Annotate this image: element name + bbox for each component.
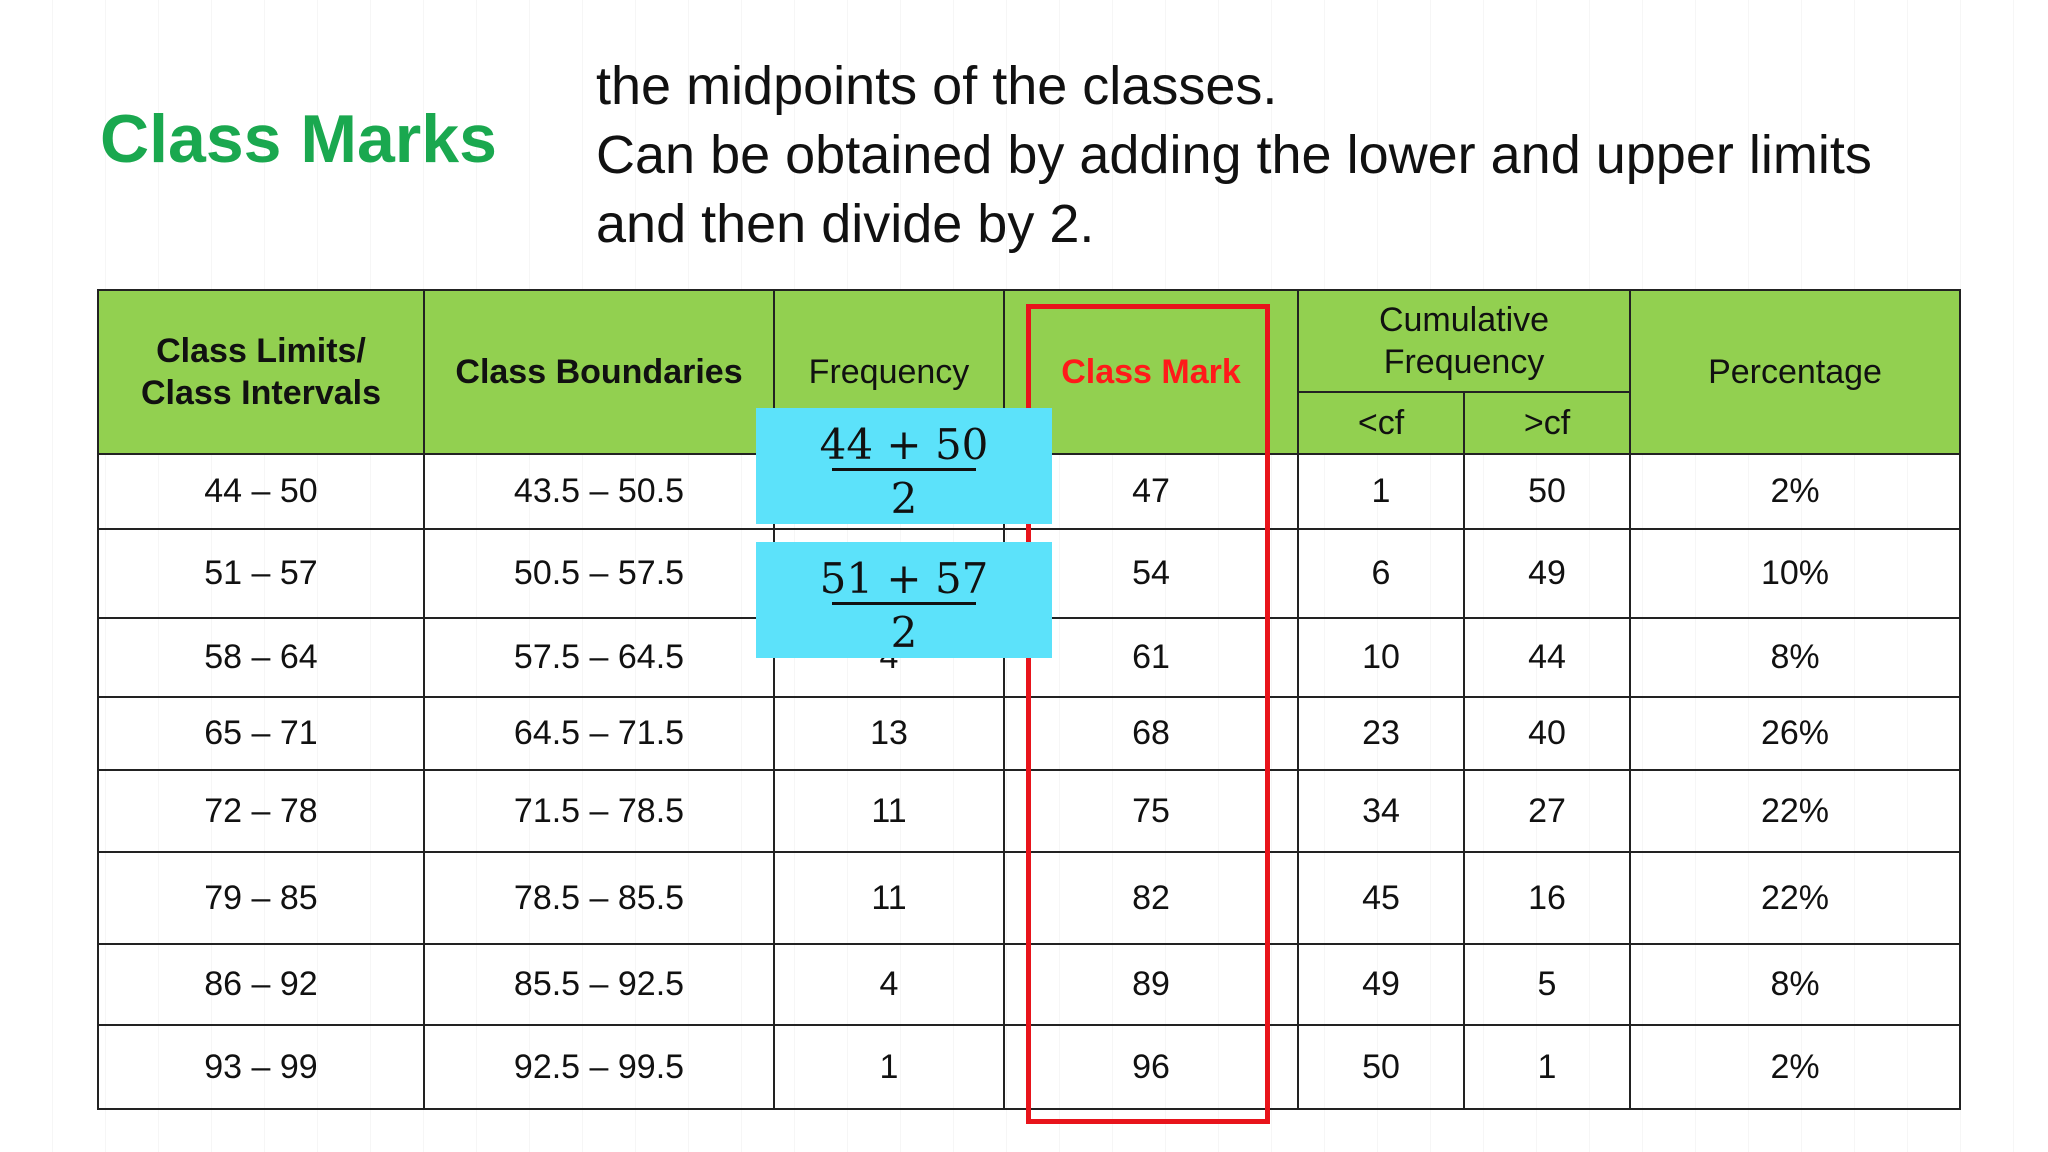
page-title: Class Marks <box>100 101 497 177</box>
cell-class-boundaries: 92.5 – 99.5 <box>423 1024 775 1110</box>
cell-class-boundaries: 64.5 – 71.5 <box>423 696 775 771</box>
cell-greater-cf: 49 <box>1462 528 1632 619</box>
definition-text: the midpoints of the classes. Can be obt… <box>596 52 2016 259</box>
definition-line: the midpoints of the classes. <box>596 56 1278 116</box>
cell-greater-cf: 40 <box>1462 696 1632 771</box>
cell-class-boundaries: 71.5 – 78.5 <box>423 769 775 853</box>
cell-class-boundaries: 43.5 – 50.5 <box>423 453 775 530</box>
cell-class-mark: 82 <box>1003 851 1299 945</box>
fraction-bar <box>832 602 976 605</box>
cell-class-boundaries: 78.5 – 85.5 <box>423 851 775 945</box>
cell-greater-cf: 27 <box>1462 769 1632 853</box>
cell-frequency: 1 <box>773 1024 1005 1110</box>
class-mark-formula-box: 51 + 57 2 <box>756 542 1052 658</box>
cell-percentage: 8% <box>1629 943 1962 1026</box>
cell-class-limits: 51 – 57 <box>97 528 425 619</box>
cell-percentage: 22% <box>1629 851 1962 945</box>
cell-percentage: 2% <box>1629 1024 1962 1110</box>
header-class-mark: Class Mark <box>1003 289 1299 455</box>
header-cumulative-frequency: Cumulative Frequency <box>1296 289 1632 393</box>
cell-less-cf: 23 <box>1297 696 1465 771</box>
table-row: 44 – 50 43.5 – 50.5 1 47 1 50 2% <box>97 453 1962 530</box>
cell-class-boundaries: 50.5 – 57.5 <box>423 528 775 619</box>
cell-class-boundaries: 57.5 – 64.5 <box>423 617 775 698</box>
header-class-boundaries: Class Boundaries <box>423 289 775 455</box>
cell-percentage: 10% <box>1629 528 1962 619</box>
formula-denominator: 2 <box>890 608 918 657</box>
table-row: 72 – 78 71.5 – 78.5 11 75 34 27 22% <box>97 769 1962 853</box>
cell-class-mark: 61 <box>1003 617 1299 698</box>
cell-greater-cf: 44 <box>1462 617 1632 698</box>
cell-frequency: 4 <box>773 943 1005 1026</box>
cell-class-limits: 58 – 64 <box>97 617 425 698</box>
formula-numerator: 51 + 57 <box>819 554 989 603</box>
cell-class-limits: 72 – 78 <box>97 769 425 853</box>
cell-percentage: 22% <box>1629 769 1962 853</box>
definition-line: and then divide by 2. <box>596 194 1095 254</box>
table-row: 65 – 71 64.5 – 71.5 13 68 23 40 26% <box>97 696 1962 771</box>
cell-class-boundaries: 85.5 – 92.5 <box>423 943 775 1026</box>
header-cumulative-line1: Cumulative <box>1378 301 1550 339</box>
class-mark-formula-box: 44 + 50 2 <box>756 408 1052 524</box>
table-row: 93 – 99 92.5 – 99.5 1 96 50 1 2% <box>97 1024 1962 1110</box>
fraction-bar <box>832 468 976 471</box>
formula-numerator: 44 + 50 <box>819 420 989 469</box>
cell-percentage: 2% <box>1629 453 1962 530</box>
cell-class-limits: 65 – 71 <box>97 696 425 771</box>
cell-class-mark: 54 <box>1003 528 1299 619</box>
cell-class-limits: 44 – 50 <box>97 453 425 530</box>
header-greater-cf: >cf <box>1462 391 1632 455</box>
frequency-distribution-table: Class Limits/ Class Intervals Class Boun… <box>97 289 1962 1110</box>
formula-denominator: 2 <box>890 474 918 523</box>
cell-greater-cf: 50 <box>1462 453 1632 530</box>
cell-less-cf: 6 <box>1297 528 1465 619</box>
table-row: 51 – 57 50.5 – 57.5 5 54 6 49 10% <box>97 528 1962 619</box>
cell-frequency: 11 <box>773 851 1005 945</box>
cell-frequency: 13 <box>773 696 1005 771</box>
header-class-limits: Class Limits/ Class Intervals <box>97 289 425 455</box>
definition-line: Can be obtained by adding the lower and … <box>596 125 1872 185</box>
cell-class-mark: 47 <box>1003 453 1299 530</box>
cell-less-cf: 10 <box>1297 617 1465 698</box>
cell-class-limits: 79 – 85 <box>97 851 425 945</box>
cell-percentage: 8% <box>1629 617 1962 698</box>
table-row: 86 – 92 85.5 – 92.5 4 89 49 5 8% <box>97 943 1962 1026</box>
cell-percentage: 26% <box>1629 696 1962 771</box>
cell-class-limits: 86 – 92 <box>97 943 425 1026</box>
cell-less-cf: 45 <box>1297 851 1465 945</box>
header-class-limits-line1: Class Limits/ <box>156 332 366 370</box>
table-row: 79 – 85 78.5 – 85.5 11 82 45 16 22% <box>97 851 1962 945</box>
cell-less-cf: 34 <box>1297 769 1465 853</box>
cell-greater-cf: 1 <box>1462 1024 1632 1110</box>
cell-class-mark: 68 <box>1003 696 1299 771</box>
header-less-cf: <cf <box>1297 391 1465 455</box>
cell-less-cf: 1 <box>1297 453 1465 530</box>
header-class-limits-line2: Class Intervals <box>140 374 382 412</box>
cell-frequency: 11 <box>773 769 1005 853</box>
cell-class-mark: 75 <box>1003 769 1299 853</box>
header-cumulative-line2: Frequency <box>1383 343 1545 381</box>
cell-greater-cf: 16 <box>1462 851 1632 945</box>
cell-class-mark: 89 <box>1003 943 1299 1026</box>
cell-greater-cf: 5 <box>1462 943 1632 1026</box>
cell-class-limits: 93 – 99 <box>97 1024 425 1110</box>
cell-less-cf: 49 <box>1297 943 1465 1026</box>
header-percentage: Percentage <box>1629 289 1962 455</box>
cell-class-mark: 96 <box>1003 1024 1299 1110</box>
cell-less-cf: 50 <box>1297 1024 1465 1110</box>
